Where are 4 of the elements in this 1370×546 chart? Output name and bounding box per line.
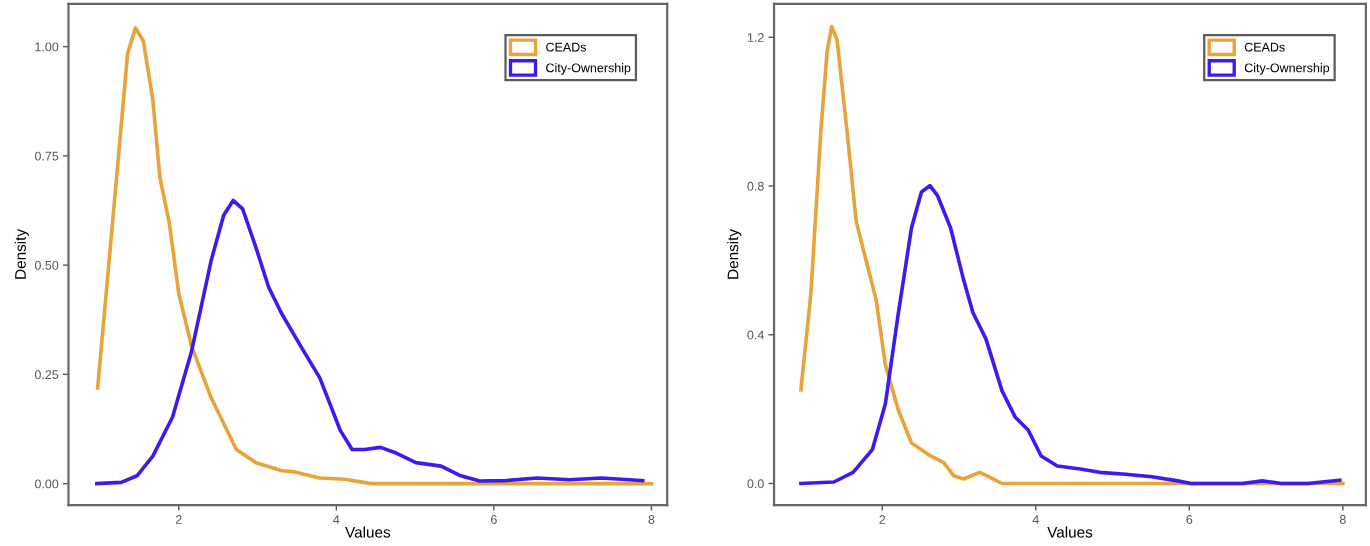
line-series <box>799 24 1345 486</box>
line-series <box>799 183 1342 486</box>
line-series <box>95 26 654 486</box>
line-series <box>95 198 645 486</box>
